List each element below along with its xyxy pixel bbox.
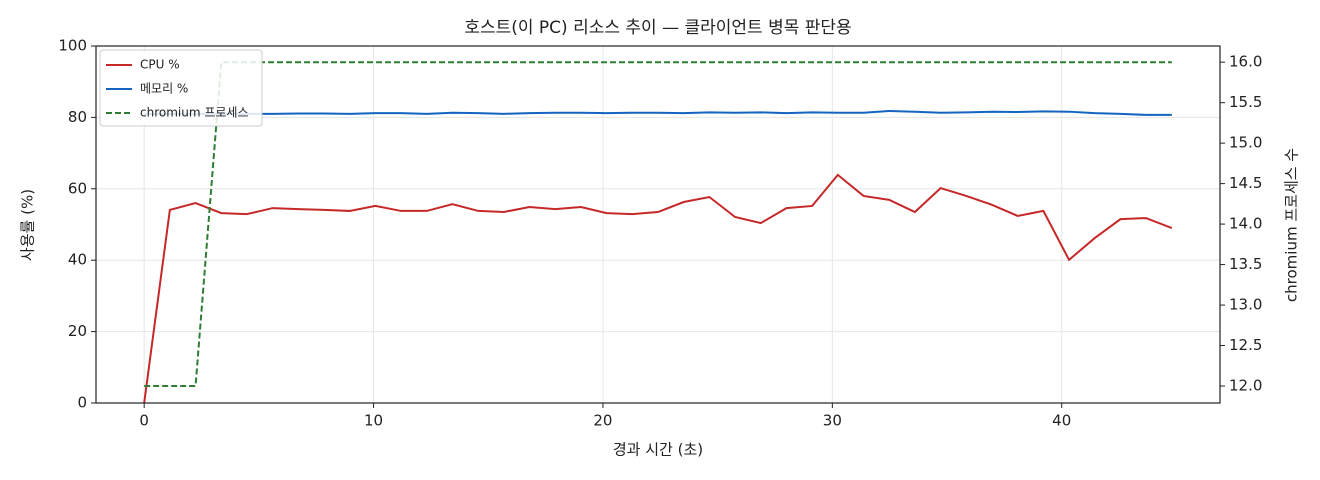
y-axis-label: 사용률 (%) (19, 189, 37, 261)
y2-tick-label: 15.5 (1229, 93, 1262, 111)
y2-tick-label: 13.0 (1229, 296, 1262, 314)
y-tick-label: 0 (77, 394, 87, 412)
x-tick-label: 40 (1052, 412, 1071, 430)
series-line (144, 61, 1172, 387)
y-tick-label: 80 (68, 108, 87, 126)
y-tick-label: 60 (68, 179, 87, 197)
y2-tick-label: 12.5 (1229, 336, 1262, 354)
y2-tick-label: 14.5 (1229, 174, 1262, 192)
legend-label: 메모리 % (140, 82, 188, 96)
y2-tick-label: 12.0 (1229, 377, 1262, 395)
legend-label: chromium 프로세스 (140, 106, 249, 120)
y2-axis-label: chromium 프로세스 수 (1283, 148, 1301, 302)
x-tick-label: 10 (364, 412, 383, 430)
legend-label: CPU % (140, 58, 180, 72)
chart-title: 호스트(이 PC) 리소스 추이 — 클라이언트 병목 판단용 (464, 18, 851, 38)
y2-tick-label: 15.0 (1229, 134, 1262, 152)
x-axis-label: 경과 시간 (초) (613, 441, 703, 459)
y2-tick-label: 14.0 (1229, 215, 1262, 233)
x-tick-label: 0 (139, 412, 149, 430)
plot-frame (95, 45, 1221, 404)
x-tick-label: 20 (593, 412, 612, 430)
y-tick-label: 100 (58, 37, 87, 55)
y2-tick-label: 13.5 (1229, 255, 1262, 273)
series-line (143, 173, 1173, 404)
y-tick-label: 40 (68, 251, 87, 269)
series-line (144, 109, 1172, 116)
legend-box (99, 49, 263, 127)
legend: CPU % 메모리 % chromium 프로세스 (99, 49, 263, 127)
y-tick-label: 20 (68, 322, 87, 340)
y2-tick-label: 16.0 (1229, 53, 1262, 71)
x-tick-label: 30 (823, 412, 842, 430)
